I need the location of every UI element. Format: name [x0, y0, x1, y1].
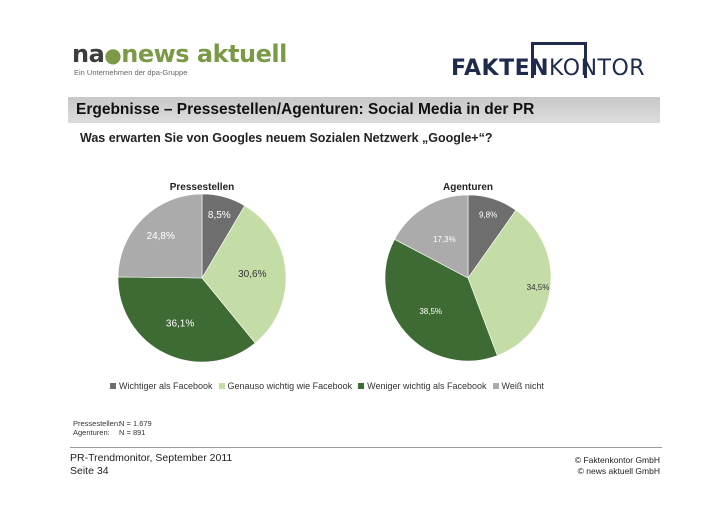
pie-slice-weniger — [117, 276, 256, 363]
news-aktuell-logo: na●news aktuell Ein Unternehmen der dpa-… — [72, 40, 287, 77]
sample-value: N = 891 — [119, 428, 146, 437]
pie-slice-weniger — [384, 238, 498, 362]
footer-divider — [70, 447, 662, 448]
legend-swatch — [218, 383, 225, 389]
logo-kontor-text: KONTOR — [549, 56, 646, 81]
legend-swatch — [492, 383, 499, 389]
data-label-wichtiger: 9,8% — [479, 211, 497, 220]
legend-swatch — [110, 383, 116, 389]
logo-na-text: na — [72, 40, 105, 68]
logo-rest-text: news aktuell — [121, 40, 287, 68]
copyright-faktenkontor: © Faktenkontor GmbH — [574, 455, 660, 465]
survey-question: Was erwarten Sie von Googles neuem Sozia… — [80, 131, 493, 145]
data-label-wichtiger: 8,5% — [208, 210, 231, 221]
sample-value: N = 1.679 — [119, 419, 152, 428]
logo-frame-icon — [531, 42, 587, 78]
footer-source: PR-Trendmonitor, September 2011 Seite 34 — [70, 452, 232, 478]
legend-label: Weniger wichtig als Facebook — [367, 381, 487, 391]
sample-label: Pressestellen: — [73, 419, 121, 428]
copyright-news-aktuell: © news aktuell GmbH — [577, 466, 660, 476]
sample-label: Agenturen: — [73, 428, 110, 437]
pie-slice-genauso — [201, 205, 287, 344]
page-title: Ergebnisse – Pressestellen/Agenturen: So… — [76, 101, 535, 118]
footer-copyright: © Faktenkontor GmbH © news aktuell GmbH — [560, 455, 660, 477]
title-bar: Ergebnisse – Pressestellen/Agenturen: So… — [68, 97, 660, 123]
pie-slice-weiss-nicht — [117, 193, 203, 279]
data-label-weiss-nicht: 24,8% — [147, 231, 175, 242]
legend-item-genauso: Genauso wichtig wie Facebook — [218, 381, 353, 391]
footer-page-number: Seite 34 — [70, 465, 109, 477]
logo-fakten-text: FAKTEN — [451, 56, 550, 81]
data-label-weiss-nicht: 17,3% — [433, 235, 456, 244]
chart-legend: Wichtiger als Facebook Genauso wichtig w… — [110, 381, 550, 391]
pie-slice-genauso — [467, 209, 552, 357]
pie-slice-weiss-nicht — [394, 194, 469, 279]
logo-tagline: Ein Unternehmen der dpa-Gruppe — [74, 68, 188, 77]
legend-item-weniger: Weniger wichtig als Facebook — [358, 381, 487, 391]
data-label-genauso: 30,6% — [238, 269, 266, 280]
legend-item-wichtiger: Wichtiger als Facebook — [110, 381, 213, 391]
legend-label: Wichtiger als Facebook — [119, 381, 213, 391]
data-label-weniger: 36,1% — [166, 318, 194, 329]
sample-size: Pressestellen: N = 1.679 Agenturen: N = 89… — [73, 419, 152, 437]
legend-label: Weiß nicht — [501, 381, 544, 391]
pie-title: Pressestellen — [170, 182, 235, 193]
pie-title: Agenturen — [443, 182, 493, 193]
legend-label: Genauso wichtig wie Facebook — [227, 381, 353, 391]
data-label-weniger: 38,5% — [419, 307, 442, 316]
faktenkontor-logo: FAKTENKONTOR — [451, 42, 675, 82]
data-label-genauso: 34,5% — [527, 283, 550, 292]
legend-item-weiss-nicht: Weiß nicht — [492, 381, 544, 391]
logo-dot-icon: ● — [104, 43, 122, 67]
legend-swatch — [358, 383, 365, 389]
footer-study: PR-Trendmonitor, September 2011 — [70, 452, 233, 464]
